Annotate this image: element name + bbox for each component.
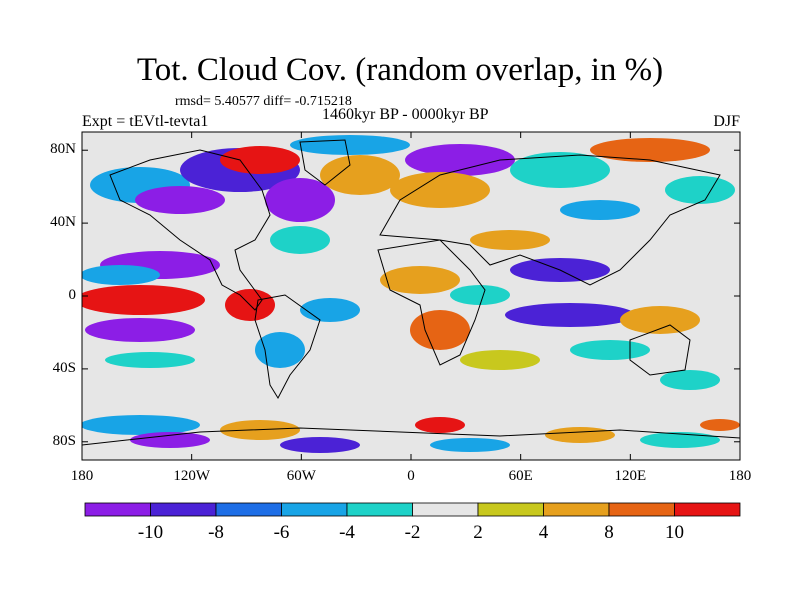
colorbar-label: -10 xyxy=(137,522,164,543)
colorbar-swatch xyxy=(84,502,151,517)
axis-ticks xyxy=(81,132,741,460)
colorbar-swatch xyxy=(412,502,479,517)
colorbar-label: -4 xyxy=(339,522,355,543)
season-label: DJF xyxy=(713,113,740,130)
colorbar-swatch xyxy=(674,502,741,517)
lon-label: 180 xyxy=(728,468,752,484)
colorbar-swatch xyxy=(150,502,217,517)
colorbar xyxy=(84,502,741,517)
rmsd-diff-stats: rmsd= 5.40577 diff= -0.715218 xyxy=(175,94,352,109)
lon-label: 60E xyxy=(508,468,533,484)
plot-title: Tot. Cloud Cov. (random overlap, in %) xyxy=(136,52,664,88)
colorbar-swatch xyxy=(477,502,544,517)
colorbar-swatch xyxy=(281,502,348,517)
lat-label: 0 xyxy=(68,287,77,303)
colorbar-swatch xyxy=(608,502,675,517)
lon-label: 0 xyxy=(407,468,415,484)
lat-label: 80N xyxy=(50,141,76,158)
colorbar-label: 4 xyxy=(538,522,549,543)
lat-label: 80S xyxy=(52,432,76,449)
lat-label: 40N xyxy=(50,214,76,231)
lon-label: 120E xyxy=(614,468,647,484)
lon-label: 60W xyxy=(286,468,316,484)
lat-label: 40S xyxy=(52,359,76,376)
colorbar-swatch xyxy=(543,502,610,517)
colorbar-label: -2 xyxy=(404,522,421,543)
colorbar-label: -8 xyxy=(208,522,224,543)
colorbar-label: 10 xyxy=(665,522,684,543)
colorbar-label: 8 xyxy=(604,522,614,543)
colorbar-label: 2 xyxy=(473,522,483,543)
anomaly-field xyxy=(82,135,740,453)
colorbar-swatch xyxy=(215,502,282,517)
period-label: 1460kyr BP - 0000kyr BP xyxy=(322,106,489,123)
lon-label: 180 xyxy=(70,468,94,484)
coastlines xyxy=(82,139,740,446)
colorbar-swatch xyxy=(346,502,413,517)
colorbar-label: -6 xyxy=(273,522,290,543)
experiment-label: Expt = tEVtl-tevta1 xyxy=(82,113,209,130)
lon-label: 120W xyxy=(173,468,210,484)
